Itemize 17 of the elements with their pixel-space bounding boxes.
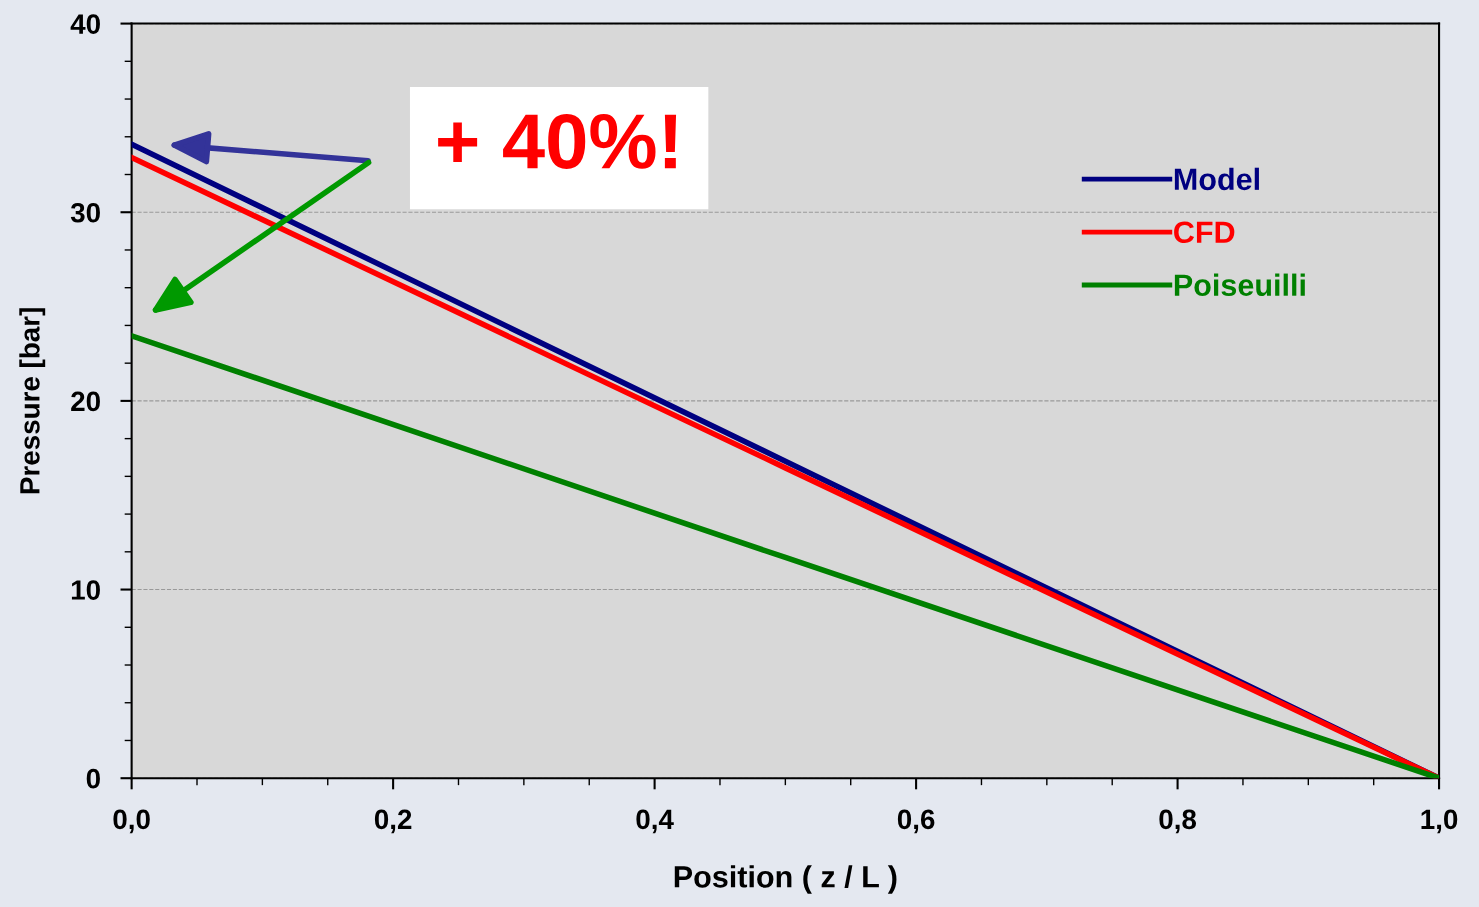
x-tick-label: 0,6: [897, 809, 935, 834]
legend-label: Model: [1174, 167, 1259, 191]
x-tick-label: 0,0: [113, 809, 150, 834]
y-axis-title: Pressure [bar]: [19, 308, 46, 494]
x-tick-label: 0,8: [1159, 809, 1197, 834]
y-tick-label: 0: [86, 768, 100, 789]
legend-label: CFD: [1174, 221, 1235, 244]
y-tick-label: 10: [71, 580, 100, 600]
x-axis-title: Position ( z / L ): [674, 865, 897, 894]
y-tick-label: 20: [71, 391, 100, 412]
y-tick-label: 40: [70, 14, 100, 34]
x-tick-label: 1,0: [1421, 809, 1458, 834]
legend-label: Poiseuilli: [1174, 273, 1305, 297]
x-tick-label: 0,4: [636, 809, 674, 834]
annotation: + 40%!: [438, 113, 677, 169]
y-tick-label: 30: [70, 202, 100, 223]
x-tick-label: 0,2: [374, 809, 412, 834]
